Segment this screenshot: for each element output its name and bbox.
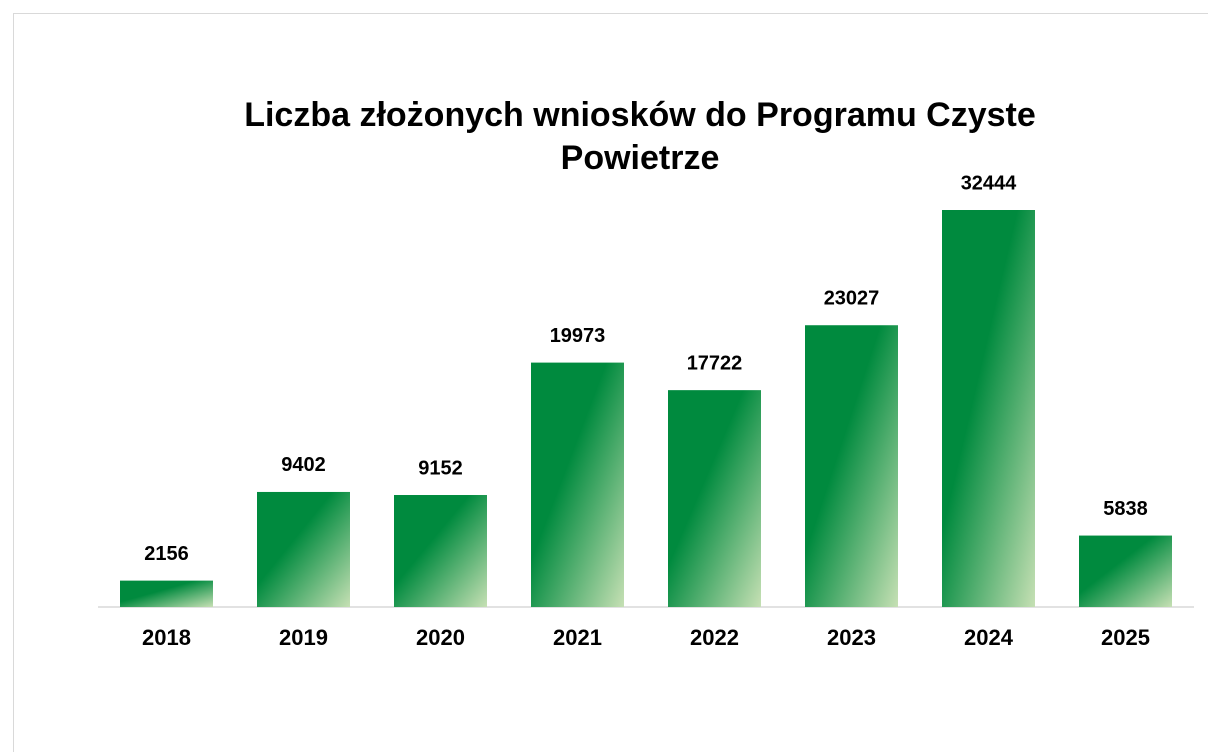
x-tick-label: 2025 bbox=[1101, 625, 1150, 650]
x-tick-label: 2020 bbox=[416, 625, 465, 650]
bar bbox=[1079, 535, 1172, 607]
data-label: 32444 bbox=[961, 172, 1017, 194]
data-label: 9402 bbox=[281, 454, 326, 476]
data-label: 2156 bbox=[144, 543, 189, 565]
bar bbox=[668, 390, 761, 607]
data-label: 23027 bbox=[824, 288, 880, 310]
bar bbox=[531, 362, 624, 607]
chart-title: Liczba złożonych wniosków do Programu Cz… bbox=[244, 96, 1036, 177]
chart-frame bbox=[13, 13, 1208, 752]
data-label: 17722 bbox=[687, 352, 743, 374]
x-tick-label: 2023 bbox=[827, 625, 876, 650]
x-tick-label: 2021 bbox=[553, 625, 602, 650]
bar bbox=[942, 210, 1035, 607]
bar bbox=[257, 491, 350, 607]
x-tick-label: 2019 bbox=[279, 625, 328, 650]
bar bbox=[805, 325, 898, 607]
x-tick-label: 2022 bbox=[690, 625, 739, 650]
x-tick-label: 2018 bbox=[142, 625, 191, 650]
data-label: 9152 bbox=[418, 457, 463, 479]
x-tick-label: 2024 bbox=[964, 625, 1014, 650]
bar bbox=[120, 580, 213, 607]
bar bbox=[394, 495, 487, 607]
data-label: 5838 bbox=[1103, 498, 1148, 520]
data-label: 19973 bbox=[550, 325, 606, 347]
